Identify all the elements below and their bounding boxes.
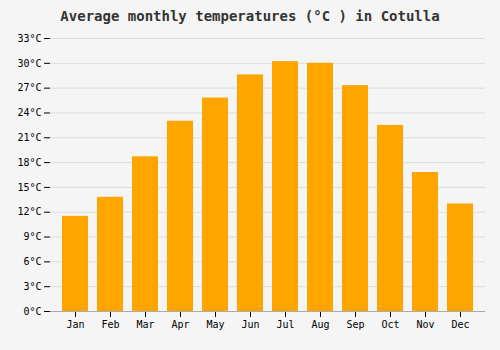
svg-text:12°C: 12°C	[17, 206, 41, 217]
svg-text:Aug: Aug	[311, 319, 329, 330]
svg-text:30°C: 30°C	[17, 58, 41, 69]
svg-text:Jul: Jul	[276, 319, 294, 330]
svg-text:15°C: 15°C	[17, 182, 41, 193]
svg-text:3°C: 3°C	[23, 281, 41, 292]
svg-text:Sep: Sep	[346, 319, 364, 330]
html-text:Average monthly temperatures (: Average monthly temperatures (°C ) in Co…	[60, 8, 440, 24]
svg-text:24°C: 24°C	[17, 107, 41, 118]
svg-text:Mar: Mar	[136, 319, 154, 330]
svg-text:6°C: 6°C	[23, 256, 41, 267]
svg-text:Jan: Jan	[66, 319, 84, 330]
svg-text:Apr: Apr	[171, 319, 189, 330]
svg-text:18°C: 18°C	[17, 157, 41, 168]
svg-text:Dec: Dec	[451, 319, 469, 330]
svg-text:May: May	[206, 319, 224, 330]
svg-text:27°C: 27°C	[17, 82, 41, 93]
svg-text:Jun: Jun	[241, 319, 259, 330]
svg-text:21°C: 21°C	[17, 132, 41, 143]
svg-text:33°C: 33°C	[17, 33, 41, 44]
svg-text:Oct: Oct	[381, 319, 399, 330]
svg-text:0°C: 0°C	[23, 306, 41, 317]
svg-text:Nov: Nov	[416, 319, 434, 330]
svg-text:9°C: 9°C	[23, 231, 41, 242]
svg-text:Feb: Feb	[101, 319, 119, 330]
